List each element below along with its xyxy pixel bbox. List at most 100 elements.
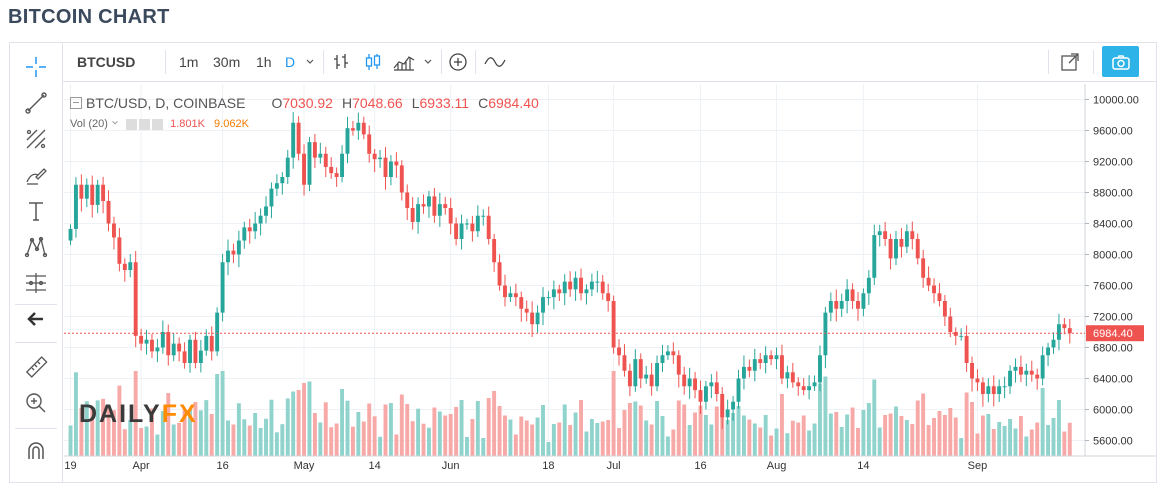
interval-dropdown[interactable] [305, 42, 315, 82]
pitchfork-icon[interactable] [9, 122, 63, 156]
candle-body [579, 277, 583, 294]
close-icon[interactable] [152, 118, 164, 130]
volume-bar [573, 412, 578, 456]
interval-1m[interactable]: 1m [179, 54, 199, 70]
volume-bar [470, 419, 475, 456]
volume-bar [394, 434, 399, 456]
volume-bar [236, 403, 241, 456]
popout-button[interactable] [1060, 42, 1080, 82]
volume-bar [872, 379, 877, 456]
candle-body [660, 355, 665, 363]
volume-bar [421, 423, 426, 456]
candlestick-series [68, 112, 1072, 429]
wave-icon [484, 57, 506, 67]
candle-body [818, 355, 822, 383]
area-style-button[interactable] [393, 42, 415, 82]
candle-body [948, 316, 953, 332]
eye-icon[interactable] [126, 118, 138, 130]
volume-bar [519, 416, 524, 456]
candle-body [980, 382, 985, 394]
candle-body [790, 372, 795, 383]
volume-bar [676, 400, 681, 456]
volume-bar [850, 407, 855, 456]
zoom-in-icon[interactable] [9, 386, 63, 420]
candle-body [975, 378, 980, 383]
settings-icon[interactable] [139, 118, 151, 130]
candle-body [1046, 347, 1051, 356]
candle-body [617, 347, 621, 356]
volume-bar [302, 383, 306, 456]
candle-body [997, 386, 1002, 394]
crosshair-icon[interactable] [9, 50, 63, 84]
candle-body [486, 215, 491, 239]
volume-bar [780, 394, 784, 456]
volume-bar [562, 404, 567, 456]
ruler-icon[interactable] [9, 350, 63, 384]
back-arrow-icon[interactable] [9, 302, 63, 336]
chart-style-dropdown[interactable] [423, 42, 433, 82]
volume-bar [589, 419, 594, 456]
volume-bar [606, 420, 611, 456]
volume-bar [839, 427, 844, 456]
candle-body [1029, 370, 1034, 375]
candle-body [801, 386, 806, 391]
candle-body [986, 386, 991, 394]
symbol-search[interactable]: BTCUSD [77, 54, 136, 70]
candle-body [731, 401, 736, 410]
volume-bar [617, 428, 621, 456]
candle-body [312, 142, 317, 158]
volume-bar [845, 414, 850, 456]
volume-bar [910, 424, 915, 456]
volume-bar [350, 426, 355, 456]
interval-30m[interactable]: 30m [213, 54, 241, 70]
volume-bar [682, 404, 687, 456]
candle-body [785, 372, 790, 379]
y-tick-label: 9200.00 [1093, 157, 1133, 169]
measure-icon[interactable] [9, 266, 63, 300]
pattern-icon[interactable] [9, 230, 63, 264]
candle-body [573, 277, 578, 290]
volume-bar [171, 424, 176, 456]
interval-d[interactable]: D [285, 54, 296, 70]
candle-body [904, 231, 909, 247]
brush-icon[interactable] [9, 158, 63, 192]
candles-style-button[interactable] [363, 42, 383, 82]
candle-body [269, 188, 274, 207]
volume-bar [818, 383, 822, 456]
volume-bar [557, 422, 562, 456]
indicators-button[interactable] [448, 42, 468, 82]
volume-bar [904, 420, 909, 456]
trend-line-icon[interactable] [9, 86, 63, 120]
legend-collapse-icon[interactable] [70, 97, 82, 110]
volume-bar [367, 403, 372, 456]
candle-body [144, 339, 149, 344]
compare-button[interactable] [483, 42, 507, 82]
chevron-down-icon[interactable] [111, 119, 119, 127]
volume-bar [177, 423, 182, 456]
volume-bar [242, 419, 247, 456]
last-price-badge [1086, 325, 1144, 342]
interval-1h[interactable]: 1h [256, 54, 272, 70]
snapshot-button[interactable] [1102, 46, 1139, 77]
volume-bar [649, 424, 654, 456]
volume-bar [101, 398, 106, 456]
text-icon[interactable] [9, 194, 63, 228]
volume-bar [942, 415, 947, 456]
candle-body [432, 196, 437, 216]
candle-body [112, 223, 116, 238]
candle-body [1018, 366, 1023, 375]
candle-body [932, 285, 936, 294]
candle-body [160, 332, 165, 348]
volume-bar [448, 414, 453, 456]
y-tick-label: 6800.00 [1093, 343, 1133, 355]
candle-body [122, 263, 127, 270]
x-tick-label: Aug [767, 460, 787, 472]
candle-body [671, 351, 676, 356]
candle-body [171, 343, 176, 356]
candle-body [508, 293, 513, 298]
last-price-line: 6984.40 [64, 325, 1144, 342]
magnet-icon[interactable] [9, 434, 63, 468]
bars-style-button[interactable] [331, 42, 351, 82]
volume-bar [269, 399, 274, 456]
